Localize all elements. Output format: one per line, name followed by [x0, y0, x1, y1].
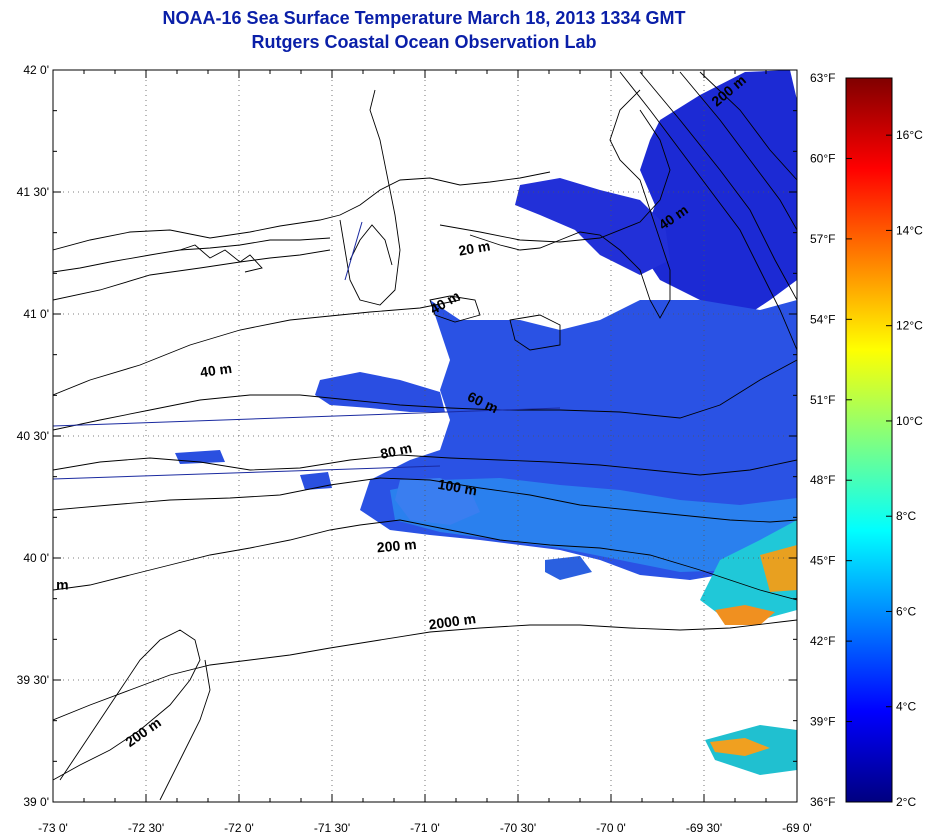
- contour-northeast-4: [699, 71, 797, 181]
- colorbar-celsius-labels: 16°C 14°C 12°C 10°C 8°C 6°C 4°C 2°C: [896, 128, 923, 809]
- sst-east-cyan: [700, 520, 797, 620]
- lat-tick-label: 39 30': [17, 673, 49, 687]
- colorbar-f-label: 60°F: [810, 151, 835, 165]
- colorbar-c-label: 8°C: [896, 509, 916, 523]
- lat-tick-label: 40 0': [23, 551, 49, 565]
- colorbar-f-label: 45°F: [810, 554, 835, 568]
- coastline-long-island-south: [53, 249, 331, 301]
- colorbar-f-label: 63°F: [810, 71, 835, 85]
- colorbar-c-label: 14°C: [896, 223, 923, 237]
- lat-tick-label: 39 0': [23, 795, 49, 809]
- colorbar-f-label: 39°F: [810, 715, 835, 729]
- lon-tick-label: -71 30': [314, 821, 350, 835]
- coastline-bay-detail: [349, 224, 393, 266]
- colorbar-fahrenheit-labels: 63°F 60°F 57°F 54°F 51°F 48°F 45°F 42°F 39°F 36°F: [810, 71, 835, 809]
- contour-northeast: [619, 71, 797, 351]
- lat-tick-label: 41 0': [23, 307, 49, 321]
- coastline-nantucket: [509, 314, 561, 351]
- contour-label: 200 m: [122, 714, 164, 750]
- colorbar-celsius-ticks: [886, 134, 892, 803]
- track-lines: [53, 221, 561, 480]
- colorbar-c-label: 16°C: [896, 128, 923, 142]
- contour-60m: [53, 359, 797, 431]
- track-line-3: [344, 221, 363, 281]
- contour-northeast-2: [639, 71, 797, 301]
- title-block: NOAA-16 Sea Surface Temperature March 18…: [0, 6, 848, 54]
- colorbar-c-label: 12°C: [896, 319, 923, 333]
- sst-far-se-warm: [710, 738, 770, 756]
- sst-southwest-blue: [395, 478, 480, 525]
- sst-southeast-warm: [715, 605, 775, 625]
- graticule: [53, 70, 797, 802]
- map-title: NOAA-16 Sea Surface Temperature March 18…: [162, 8, 686, 28]
- lon-tick-label: -72 30': [128, 821, 164, 835]
- contour-200m-mid: [53, 519, 797, 601]
- colorbar-fahrenheit-ticks: [846, 77, 852, 803]
- frame-ticks: [52, 69, 798, 803]
- lon-tick-label: -73 0': [38, 821, 68, 835]
- coastline-narragansett-detail: [179, 244, 263, 273]
- colorbar-f-label: 36°F: [810, 795, 835, 809]
- contour-80m: [53, 454, 797, 476]
- lon-tick-label: -69 0': [782, 821, 812, 835]
- contour-20m: [439, 109, 671, 243]
- sst-small-patch-2: [175, 450, 225, 464]
- sst-south-mid: [390, 478, 797, 572]
- sst-sound-patch: [515, 178, 670, 275]
- sst-imagery: [175, 70, 797, 775]
- colorbar-f-label: 48°F: [810, 473, 835, 487]
- coastline-contours: [53, 71, 797, 801]
- colorbar-c-label: 6°C: [896, 604, 916, 618]
- colorbar-c-label: 10°C: [896, 414, 923, 428]
- lon-tick-label: -70 0': [596, 821, 626, 835]
- coastline-connecticut: [53, 237, 331, 273]
- colorbar: [845, 77, 893, 803]
- track-line-1: [53, 407, 561, 427]
- sst-north-cold-patch: [640, 70, 797, 320]
- contour-2000m: [53, 619, 797, 721]
- coastline-cape-cod: [469, 89, 671, 319]
- contour-label: 200 m: [376, 536, 417, 555]
- lat-tick-label: 40 30': [17, 429, 49, 443]
- lat-tick-label: 42 0': [23, 63, 49, 77]
- latitude-labels: 39 0' 39 30' 40 0' 40 30' 41 0' 41 30' 42 0': [17, 63, 49, 809]
- lon-tick-label: -72 0': [224, 821, 254, 835]
- colorbar-f-label: 54°F: [810, 312, 835, 326]
- contour-northeast-3: [679, 71, 797, 231]
- coastline-long-island-north: [53, 171, 551, 251]
- longitude-labels: -73 0' -72 30' -72 0' -71 30' -71 0' -70 30' -…: [38, 821, 812, 835]
- contour-40m-west: [53, 299, 461, 396]
- coastline-islands: [429, 295, 481, 323]
- sst-small-patch-3: [300, 472, 332, 490]
- contour-label: 100 m: [437, 476, 479, 499]
- lon-tick-label: -69 30': [686, 821, 722, 835]
- track-line-2: [53, 465, 441, 480]
- contour-label: 40 m: [199, 360, 233, 380]
- lon-tick-label: -70 30': [500, 821, 536, 835]
- lon-tick-label: -71 0': [410, 821, 440, 835]
- contour-label: 2000 m: [428, 610, 477, 632]
- contour-canyon: [159, 659, 211, 801]
- colorbar-c-label: 4°C: [896, 700, 916, 714]
- sst-small-patch-1: [545, 556, 592, 580]
- map-subtitle: Rutgers Coastal Ocean Observation Lab: [251, 32, 597, 52]
- lat-tick-label: 41 30': [17, 185, 49, 199]
- sst-east-warm: [760, 545, 797, 592]
- contour-label: m: [56, 577, 68, 593]
- colorbar-f-label: 57°F: [810, 232, 835, 246]
- colorbar-f-label: 42°F: [810, 634, 835, 648]
- colorbar-c-label: 2°C: [896, 795, 916, 809]
- contour-200m-south: [53, 629, 201, 781]
- sst-west-patch: [315, 372, 445, 412]
- contour-label: 20 m: [457, 237, 491, 258]
- contour-100m: [53, 477, 797, 523]
- colorbar-f-label: 51°F: [810, 393, 835, 407]
- contour-label: 80 m: [379, 439, 414, 461]
